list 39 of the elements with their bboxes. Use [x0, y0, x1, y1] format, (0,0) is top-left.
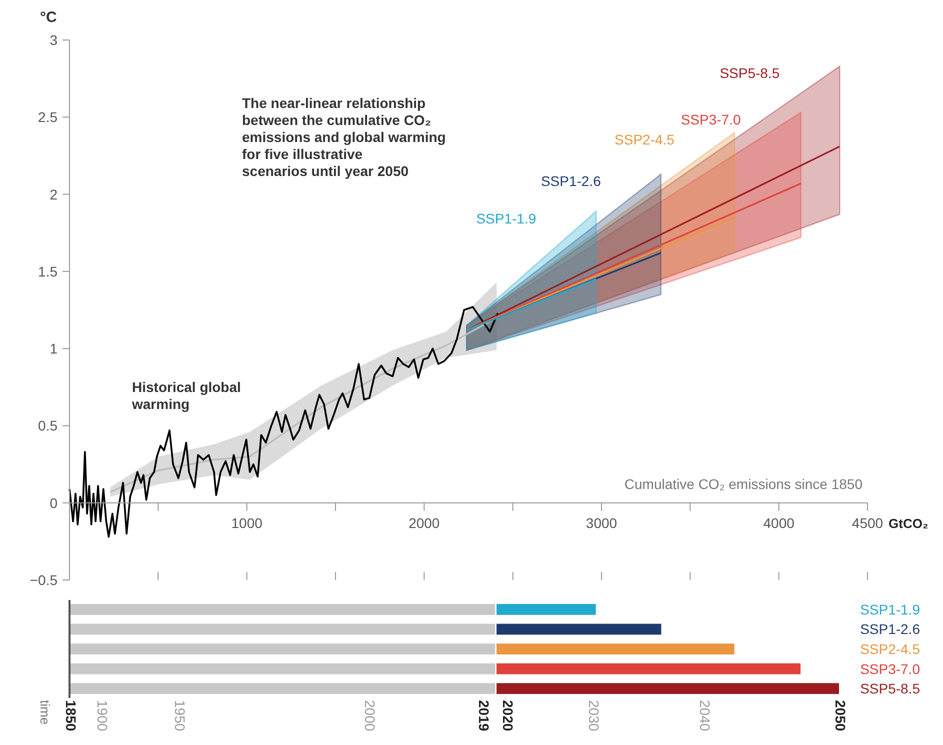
y-tick-label: SSP3-7.0	[860, 660, 920, 677]
x-tick-label: 3000	[586, 514, 618, 531]
y-axis-title: °C	[40, 9, 57, 26]
y-tick-label: SSP5-8.5	[860, 680, 920, 697]
text: 2000	[362, 700, 378, 732]
y-tick-label: 0.5	[38, 418, 58, 434]
y-tick-label: SSP1-1.9	[860, 601, 920, 618]
text: GtCO₂	[888, 516, 928, 531]
y-tick-label: SSP2-4.5	[860, 641, 920, 657]
text: 1950	[172, 700, 188, 732]
x-tick-label: 1000	[231, 514, 263, 531]
text: 1850	[62, 700, 79, 732]
text: SSP3-7.0	[680, 112, 741, 128]
y-tick-label: 1.5	[38, 263, 58, 280]
text: SSP1-2.6	[540, 173, 602, 190]
x-tick-label: 2000	[408, 514, 440, 531]
line-series	[68, 306, 499, 538]
text: 2020	[500, 700, 516, 732]
x-axis-title: Cumulative CO₂ emissions since 1850	[624, 476, 863, 492]
text: 1900	[94, 700, 111, 732]
text: 2050	[832, 700, 848, 732]
x-tick-label: 4500	[852, 514, 884, 531]
annotation: Historical global warming	[131, 379, 241, 412]
y-tick-label: SSP1-2.6	[860, 621, 920, 638]
x-tick-label: 4000	[763, 514, 795, 531]
y-tick-label: 1	[50, 340, 58, 357]
y-tick-label: −0.5	[30, 572, 58, 588]
y-tick-label: 0	[50, 494, 58, 511]
y-tick-label: 3	[50, 32, 58, 48]
y-tick-label: 2.5	[38, 109, 58, 126]
annotation: The near-linear relationship between the cumulative CO₂ emissions and global warming for five illustrative scenarios until year 2050	[242, 95, 446, 179]
text: 2030	[586, 700, 602, 732]
text: SSP2-4.5	[614, 132, 675, 148]
text: SSP5-8.5	[720, 65, 780, 82]
text: 2019	[476, 700, 492, 732]
text: 2040	[696, 700, 713, 732]
text: time	[38, 700, 53, 725]
y-tick-label: 2	[50, 186, 58, 202]
text: SSP1-1.9	[476, 210, 536, 226]
